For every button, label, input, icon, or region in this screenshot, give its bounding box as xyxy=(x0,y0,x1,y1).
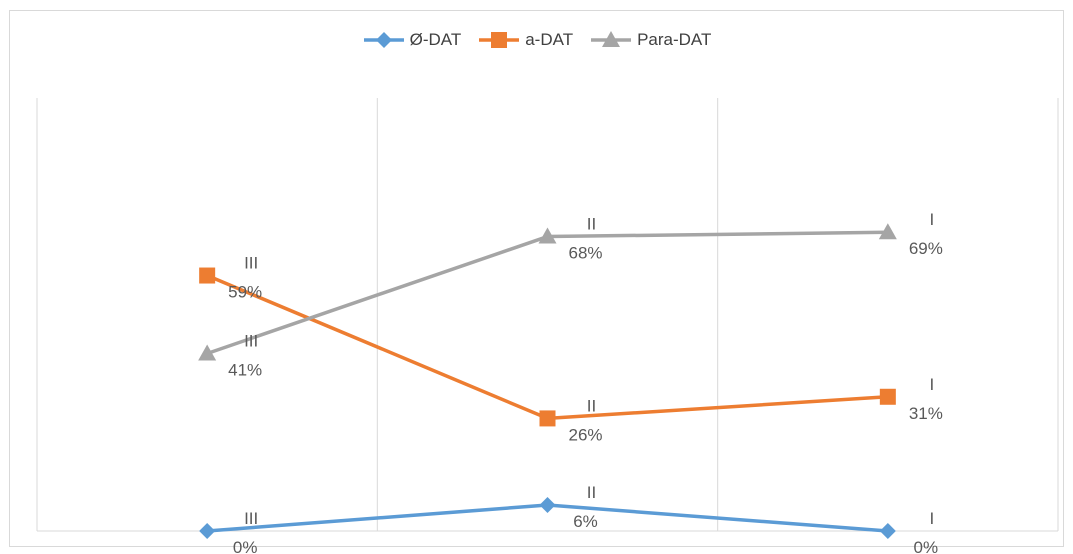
chart-frame xyxy=(9,10,1064,547)
legend-item: Ø-DAT xyxy=(362,30,462,50)
data-point-label: I xyxy=(929,509,934,528)
data-point-label: II xyxy=(587,215,596,234)
data-point-marker xyxy=(198,344,217,361)
data-point-label: III xyxy=(244,331,258,350)
legend: Ø-DAT a-DAT Para-DAT xyxy=(0,30,1073,50)
data-value-label: 68% xyxy=(568,244,602,263)
data-value-label: 59% xyxy=(228,283,262,302)
legend-label: a-DAT xyxy=(525,30,574,49)
data-point-marker xyxy=(199,523,216,539)
legend-label: Ø-DAT xyxy=(409,30,462,49)
data-value-label: 0% xyxy=(233,538,258,554)
data-point-label: III xyxy=(244,254,258,273)
legend-label: Para-DAT xyxy=(637,30,712,49)
data-point-marker xyxy=(539,410,556,427)
legend-item: Para-DAT xyxy=(589,30,711,50)
series-line-1 xyxy=(206,273,888,421)
legend-marker xyxy=(602,31,621,47)
data-value-label: 31% xyxy=(909,404,943,423)
data-point-label: II xyxy=(587,483,596,502)
series-line-2 xyxy=(206,230,888,356)
data-point-marker xyxy=(539,497,556,514)
data-point-label: III xyxy=(244,509,258,528)
data-value-label: 0% xyxy=(914,538,939,554)
data-value-label: 26% xyxy=(568,425,602,444)
data-point-label: I xyxy=(929,210,934,229)
data-point-marker xyxy=(879,523,896,539)
data-point-label: II xyxy=(587,396,596,415)
legend-swatch xyxy=(479,32,520,48)
legend-item: a-DAT xyxy=(477,30,573,50)
legend-marker xyxy=(491,32,508,48)
data-point-marker xyxy=(199,267,216,284)
data-point-marker xyxy=(538,227,557,244)
legend-marker xyxy=(375,32,392,48)
data-value-label: 69% xyxy=(909,239,943,258)
legend-swatch xyxy=(363,32,404,48)
data-point-marker xyxy=(878,223,897,240)
data-value-label: 6% xyxy=(573,512,598,531)
legend-swatch xyxy=(591,31,632,47)
data-point-marker xyxy=(879,388,896,405)
data-point-label: I xyxy=(929,375,934,394)
data-value-label: 41% xyxy=(228,360,262,379)
